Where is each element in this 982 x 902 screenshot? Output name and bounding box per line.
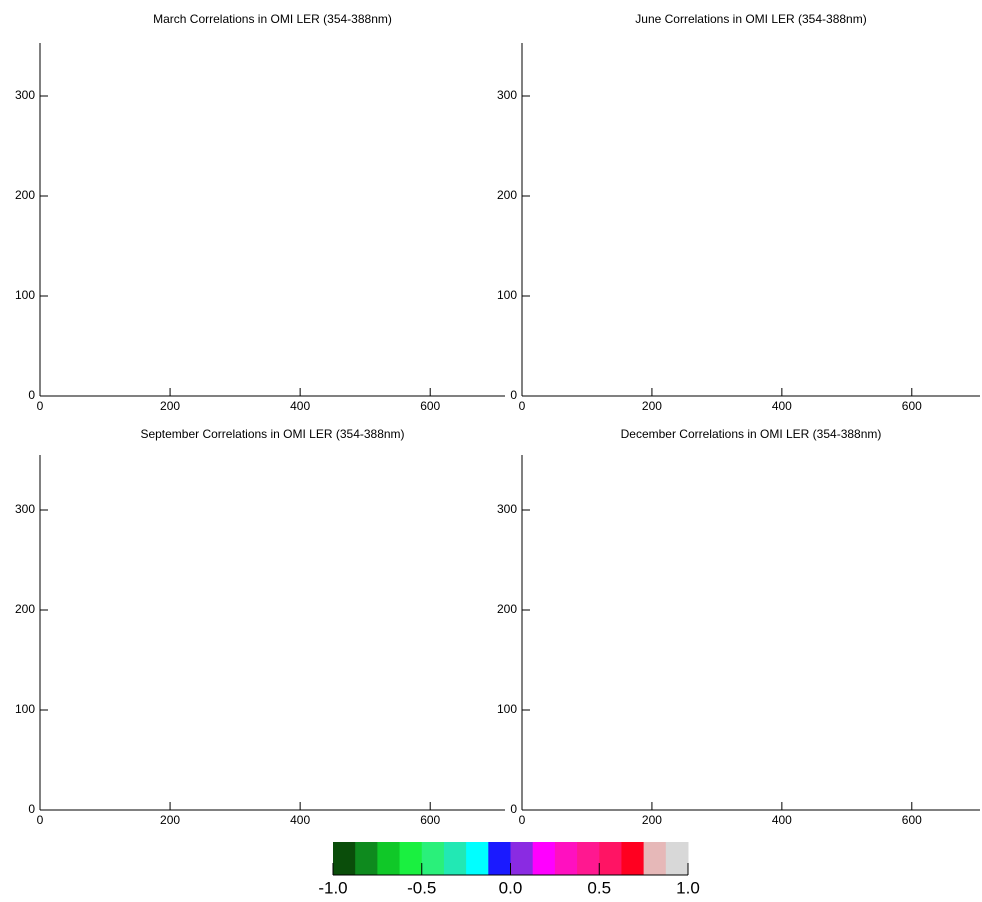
x-tick-label: 600 xyxy=(420,399,440,413)
colorbar-segment xyxy=(665,842,689,875)
y-tick-label: 200 xyxy=(15,602,35,616)
colorbar-tick-label: 1.0 xyxy=(676,878,700,897)
x-tick-label: 400 xyxy=(772,399,792,413)
panel-title: March Correlations in OMI LER (354-388nm… xyxy=(153,12,392,26)
panel: June Correlations in OMI LER (354-388nm)… xyxy=(497,12,980,413)
y-tick-label: 300 xyxy=(15,88,35,102)
colorbar-segment xyxy=(599,842,622,875)
colorbar-segment xyxy=(355,842,378,875)
y-tick-label: 100 xyxy=(497,288,517,302)
y-tick-label: 0 xyxy=(510,388,517,402)
y-tick-label: 200 xyxy=(15,188,35,202)
panel-title: September Correlations in OMI LER (354-3… xyxy=(140,427,404,441)
plot-area xyxy=(522,455,980,810)
y-tick-label: 300 xyxy=(497,88,517,102)
x-tick-label: 0 xyxy=(519,399,526,413)
colorbar: -1.0 -0.5 0.0 0.5 1.0 xyxy=(318,842,700,897)
panel: March Correlations in OMI LER (354-388nm… xyxy=(15,12,505,413)
x-tick-label: 200 xyxy=(642,813,662,827)
colorbar-tick-label: 0.5 xyxy=(587,878,611,897)
x-tick-label: 0 xyxy=(37,399,44,413)
x-tick-label: 200 xyxy=(642,399,662,413)
colorbar-segment xyxy=(466,842,489,875)
colorbar-segment xyxy=(377,842,401,875)
x-tick-label: 0 xyxy=(519,813,526,827)
x-tick-label: 200 xyxy=(160,813,180,827)
panel-title: December Correlations in OMI LER (354-38… xyxy=(621,427,882,441)
colorbar-segment xyxy=(577,842,600,875)
colorbar-segment xyxy=(488,842,511,875)
colorbar-segment xyxy=(621,842,645,875)
x-tick-label: 0 xyxy=(37,813,44,827)
plot-area xyxy=(40,43,505,396)
y-tick-label: 100 xyxy=(497,702,517,716)
x-tick-label: 400 xyxy=(772,813,792,827)
plot-area xyxy=(40,455,505,810)
colorbar-segment xyxy=(399,842,423,875)
x-tick-label: 600 xyxy=(902,813,922,827)
colorbar-segment xyxy=(554,842,578,875)
x-tick-label: 200 xyxy=(160,399,180,413)
colorbar-segment xyxy=(510,842,534,875)
colorbar-tick-label: -1.0 xyxy=(318,878,347,897)
panel-title: June Correlations in OMI LER (354-388nm) xyxy=(635,12,866,26)
x-tick-label: 400 xyxy=(290,813,310,827)
colorbar-segment xyxy=(333,842,356,875)
x-tick-label: 400 xyxy=(290,399,310,413)
colorbar-tick-label: -0.5 xyxy=(407,878,436,897)
colorbar-segment xyxy=(443,842,467,875)
y-tick-label: 100 xyxy=(15,288,35,302)
x-tick-label: 600 xyxy=(420,813,440,827)
y-tick-label: 200 xyxy=(497,602,517,616)
panel: December Correlations in OMI LER (354-38… xyxy=(497,427,980,827)
y-tick-label: 200 xyxy=(497,188,517,202)
colorbar-segment xyxy=(532,842,556,875)
panel: September Correlations in OMI LER (354-3… xyxy=(15,427,505,827)
colorbar-segment xyxy=(643,842,667,875)
y-tick-label: 100 xyxy=(15,702,35,716)
y-tick-label: 300 xyxy=(497,502,517,516)
colorbar-segment xyxy=(421,842,445,875)
y-tick-label: 300 xyxy=(15,502,35,516)
plot-area xyxy=(522,43,980,396)
y-tick-label: 0 xyxy=(28,802,35,816)
x-tick-label: 600 xyxy=(902,399,922,413)
colorbar-tick-label: 0.0 xyxy=(499,878,523,897)
y-tick-label: 0 xyxy=(28,388,35,402)
y-tick-label: 0 xyxy=(510,802,517,816)
